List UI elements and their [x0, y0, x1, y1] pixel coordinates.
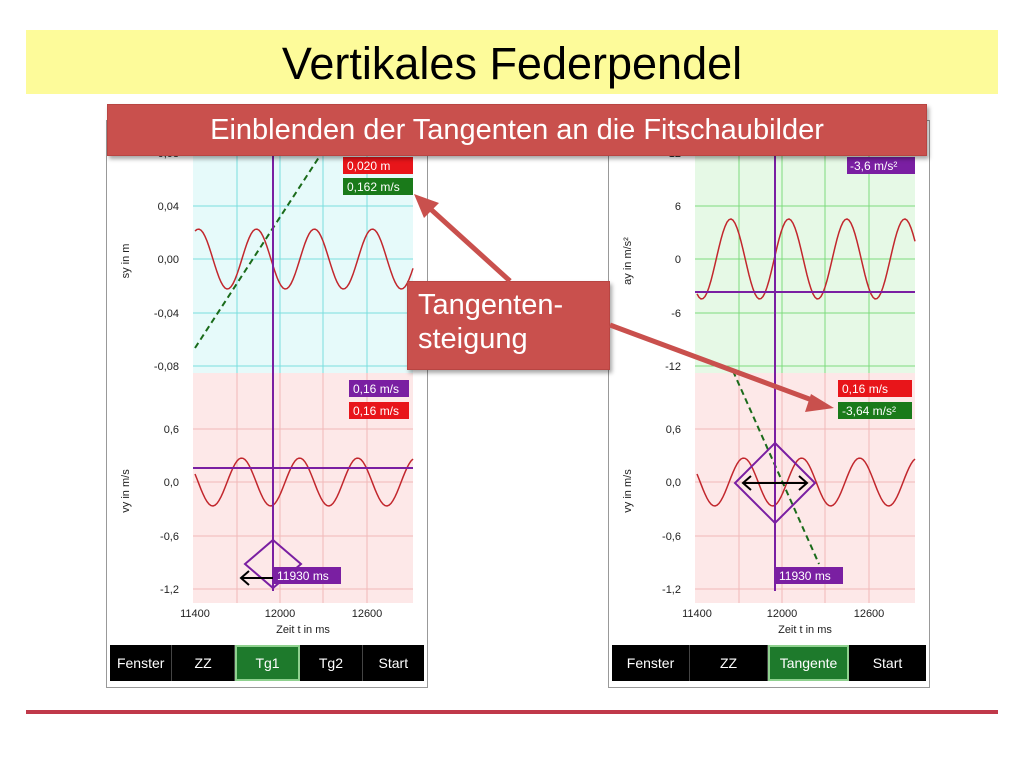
callout-arrow-left	[423, 202, 512, 283]
title-bar	[26, 30, 998, 94]
zz-button[interactable]: ZZ	[690, 645, 768, 681]
slide-title: Vertikales Federpendel	[281, 38, 743, 89]
right-tag-slope	[838, 402, 912, 419]
right-tag-vy-text: 0,16 m/s	[842, 382, 888, 396]
left-top-ytick: 0,04	[158, 201, 179, 213]
start-button[interactable]: Start	[872, 655, 903, 671]
right-bottom-ytick: -1,2	[662, 584, 681, 596]
tangente-button[interactable]: Tangente	[768, 645, 849, 681]
right-time-tag-text: 11930 ms	[779, 569, 831, 583]
zz-button[interactable]: ZZ	[172, 645, 235, 681]
right-bottom-ytick: -0,6	[662, 531, 681, 543]
left-bottom-ytick: 0,0	[164, 477, 179, 489]
left-top-ytick: -0,04	[154, 308, 179, 320]
left-tag-slope	[343, 178, 413, 195]
right-tag-slope-text: -3,64 m/s²	[842, 404, 896, 418]
tg2-button[interactable]: Tg2	[300, 645, 363, 681]
right-top-ytick: -6	[671, 308, 681, 320]
left-xtick: 11400	[180, 608, 210, 620]
left-top-ylabel: sy in m	[120, 244, 132, 279]
left-time-tag-text: 11930 ms	[277, 569, 329, 583]
right-drag-arrowhead-right	[798, 475, 809, 491]
left-time-tag	[273, 567, 341, 584]
right-bottom-ytick: 0,0	[666, 477, 681, 489]
right-tag-ay-text: -3,6 m/s²	[850, 159, 897, 173]
left-top-ytick: 0,00	[158, 254, 179, 266]
left-tag-sy	[343, 157, 413, 174]
right-time-tag	[775, 567, 843, 584]
right-cursor-handle[interactable]	[733, 441, 817, 525]
fenster-button[interactable]: Fenster	[612, 645, 690, 681]
tangent-slope-callout: Tangenten- steigung	[407, 281, 610, 370]
right-drag-arrowhead-left	[741, 475, 752, 491]
right-top-plot-bg	[695, 151, 915, 373]
right-top-ytick: 0	[675, 254, 681, 266]
left-toolbar: Fenster ZZ Tg1 Tg2 Start	[110, 645, 424, 681]
right-xtick: 12600	[854, 608, 885, 620]
fenster-button[interactable]: Fenster	[110, 645, 173, 681]
footer-divider	[26, 710, 998, 714]
left-bottom-ytick: -0,6	[160, 531, 179, 543]
right-xtick: 12000	[767, 608, 798, 620]
left-vy-curve	[194, 457, 414, 507]
left-xtick: 12600	[352, 608, 383, 620]
left-tag-vy1-text: 0,16 m/s	[353, 382, 399, 396]
right-bottom-ytick: 0,6	[666, 424, 681, 436]
right-toolbar: Fenster ZZ Tangente Start	[612, 645, 926, 681]
left-sy-curve	[194, 228, 414, 290]
left-drag-arrowhead	[239, 570, 250, 586]
left-tag-slope-text: 0,162 m/s	[347, 180, 400, 194]
right-vy-curve	[696, 457, 916, 507]
start-button[interactable]: Start	[378, 655, 409, 671]
callout-line1: Tangenten-	[418, 289, 564, 321]
callout-line2: steigung	[418, 323, 528, 355]
subtitle-banner: Einblenden der Tangenten an die Fitschau…	[107, 104, 927, 156]
left-bottom-ylabel: vy in m/s	[120, 469, 132, 513]
right-tag-ay	[847, 157, 915, 174]
left-xlabel: Zeit t in ms	[276, 624, 330, 636]
left-tag-vy2-text: 0,16 m/s	[353, 404, 399, 418]
left-bottom-ytick: 0,6	[164, 424, 179, 436]
right-top-ytick: 6	[675, 201, 681, 213]
right-top-ylabel: ay in m/s²	[622, 237, 634, 285]
right-xlabel: Zeit t in ms	[778, 624, 832, 636]
right-plot-area: -3,6 m/s² 0,16 m/s -3,64 m/s² 11930 ms 1…	[622, 148, 916, 636]
left-tag-vy1	[349, 380, 409, 397]
left-top-ytick: -0,08	[154, 361, 179, 373]
left-xtick: 12000	[265, 608, 296, 620]
left-cursor-handle[interactable]	[243, 538, 303, 590]
left-tangent-line	[194, 150, 324, 349]
right-app-screen: -3,6 m/s² 0,16 m/s -3,64 m/s² 11930 ms 1…	[608, 120, 930, 688]
tg1-button[interactable]: Tg1	[234, 645, 301, 681]
right-xtick: 11400	[682, 608, 712, 620]
right-top-ytick: -12	[665, 361, 681, 373]
right-tag-vy	[838, 380, 912, 397]
left-tag-vy2	[349, 402, 409, 419]
left-tag-sy-text: 0,020 m	[347, 159, 390, 173]
right-bottom-ylabel: vy in m/s	[622, 469, 634, 513]
left-bottom-ytick: -1,2	[160, 584, 179, 596]
left-app-screen: 0,020 m 0,162 m/s 0,16 m/s 0,16 m/s 1193…	[106, 120, 428, 688]
right-ay-curve	[696, 218, 916, 300]
left-plot-area: 0,020 m 0,162 m/s 0,16 m/s 0,16 m/s 1193…	[120, 148, 414, 636]
